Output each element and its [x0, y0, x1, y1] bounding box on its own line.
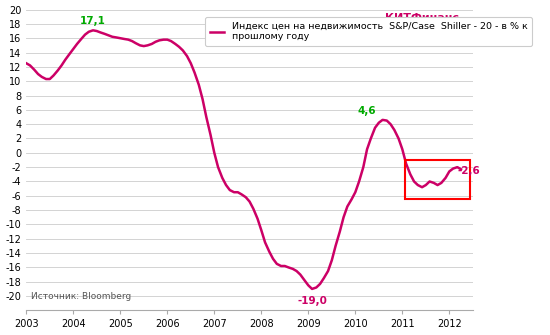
Text: брокерская компания: брокерская компания	[379, 37, 459, 44]
Text: -19,0: -19,0	[297, 296, 327, 306]
Text: -2,6: -2,6	[458, 166, 481, 177]
Text: КИТФинанс: КИТФинанс	[386, 13, 459, 22]
Legend: Индекс цен на недвижимость  S&P/Case  Shiller - 20 - в % к
прошлому году: Индекс цен на недвижимость S&P/Case Shil…	[205, 17, 532, 46]
Bar	[405, 160, 470, 199]
Text: 4,6: 4,6	[358, 106, 376, 116]
Text: Источник: Bloomberg: Источник: Bloomberg	[31, 292, 131, 302]
Text: 17,1: 17,1	[80, 16, 106, 26]
